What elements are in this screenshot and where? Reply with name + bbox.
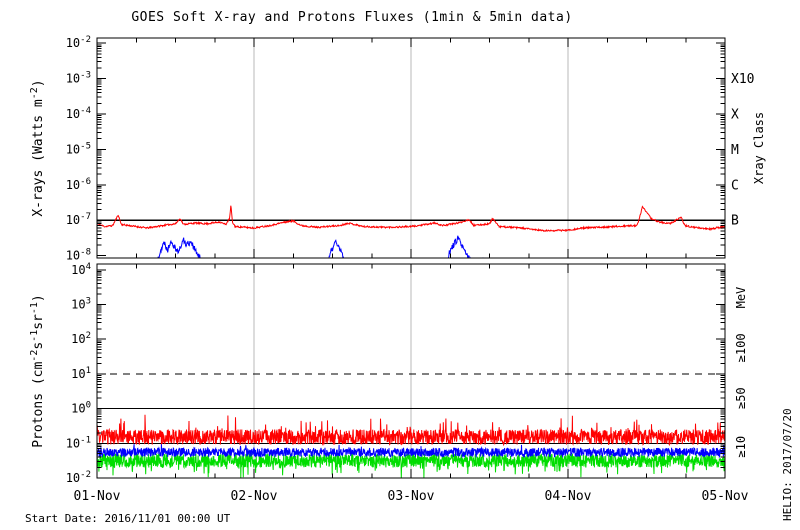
y-tick-exponent: -3: [80, 71, 91, 81]
x-tick-label: 05-Nov: [702, 489, 749, 504]
xray-class-label: M: [731, 143, 739, 158]
y-tick-mantissa: 10: [66, 36, 80, 50]
y-tick-label: 103: [71, 297, 91, 312]
y-ticks: [97, 42, 725, 257]
y-tick-label: 10-7: [66, 212, 91, 227]
ylabel-part: s: [31, 342, 46, 350]
y-tick-exponent: 3: [86, 297, 91, 307]
proton-energy-label: ≥50: [734, 387, 748, 409]
y-tick-exponent: 1: [86, 366, 91, 376]
ylabel-part: ): [31, 79, 46, 87]
y-tick-exponent: -1: [80, 435, 91, 445]
y-tick-mantissa: 10: [66, 249, 80, 263]
proton-energy-label: ≥100: [734, 333, 748, 362]
x-ticks: [96, 264, 726, 478]
y-tick-exponent: -8: [80, 248, 91, 258]
y-tick-label: 104: [71, 262, 91, 277]
y-tick-label: 102: [71, 331, 91, 346]
xray-class-label: X10: [731, 72, 754, 87]
ylabel-part: -1: [29, 330, 40, 342]
y-tick-label: 10-4: [66, 106, 91, 121]
y-tick-label: 10-8: [66, 248, 91, 263]
protons-ge50: [97, 443, 725, 459]
y-tick-mantissa: 10: [66, 178, 80, 192]
chart-title: GOES Soft X-ray and Protons Fluxes (1min…: [131, 10, 572, 25]
y-tick-label: 10-2: [66, 35, 91, 50]
y-tick-label: 10-3: [66, 71, 91, 86]
xray-ylabel: X-rays (Watts m-2): [29, 79, 46, 216]
x-tick-label: 03-Nov: [388, 489, 435, 504]
xray-class-label: X: [731, 108, 739, 123]
x-ticks: [96, 38, 726, 258]
y-tick-exponent: 4: [86, 262, 91, 272]
y-tick-mantissa: 10: [66, 471, 80, 485]
proton-energy-label: MeV: [734, 287, 748, 309]
ylabel-part: sr: [31, 314, 46, 330]
xray-class-label: C: [731, 178, 739, 193]
protons-ge10: [97, 414, 725, 447]
y-tick-mantissa: 10: [66, 107, 80, 121]
y-tick-exponent: -5: [80, 141, 91, 151]
ylabel-part: -2: [29, 350, 40, 362]
x-tick-label: 04-Nov: [545, 489, 592, 504]
y-tick-exponent: -6: [80, 177, 91, 187]
protons-traces: [97, 414, 725, 478]
y-tick-mantissa: 10: [71, 263, 85, 277]
y-tick-mantissa: 10: [71, 402, 85, 416]
y-ticks: [97, 269, 725, 479]
protons-ge100: [97, 452, 725, 478]
ylabel-part: Protons (cm: [31, 362, 46, 448]
y-tick-mantissa: 10: [71, 367, 85, 381]
y-tick-exponent: 0: [86, 401, 91, 411]
y-tick-label: 10-5: [66, 141, 91, 156]
y-tick-label: 10-1: [66, 435, 91, 450]
ylabel-part: X-rays (Watts m: [31, 99, 46, 217]
y-tick-label: 10-6: [66, 177, 91, 192]
right-axis-title: Xray Class: [752, 112, 766, 184]
y-tick-mantissa: 10: [71, 298, 85, 312]
y-tick-label: 10-2: [66, 470, 91, 485]
y-tick-exponent: 2: [86, 331, 91, 341]
plot-root: 10-210-310-410-510-610-710-8X-rays (Watt…: [29, 35, 766, 504]
x-tick-label: 02-Nov: [231, 489, 278, 504]
proton-energy-label: ≥10: [734, 436, 748, 458]
xray-red-trace: [97, 205, 725, 233]
y-tick-exponent: -4: [80, 106, 91, 116]
ylabel-part: -1: [29, 302, 40, 314]
ylabel-part: ): [31, 294, 46, 302]
ylabel-part: -2: [29, 87, 40, 99]
y-tick-mantissa: 10: [66, 213, 80, 227]
xray-traces: [97, 205, 725, 258]
start-date-label: Start Date: 2016/11/01 00:00 UT: [25, 512, 231, 525]
y-tick-exponent: -2: [80, 470, 91, 480]
y-tick-mantissa: 10: [66, 436, 80, 450]
y-tick-label: 101: [71, 366, 91, 381]
y-tick-mantissa: 10: [66, 72, 80, 86]
y-tick-mantissa: 10: [66, 142, 80, 156]
protons-ylabel: Protons (cm-2s-1sr-1): [29, 294, 46, 448]
y-tick-exponent: -7: [80, 212, 91, 222]
xray-panel: 10-210-310-410-510-610-710-8X-rays (Watt…: [29, 35, 766, 263]
credit-watermark: HELIO: 2017/07/20: [781, 408, 794, 521]
y-tick-mantissa: 10: [71, 332, 85, 346]
xray-class-label: B: [731, 214, 739, 229]
y-tick-exponent: -2: [80, 35, 91, 45]
x-tick-labels: 01-Nov 02-Nov 03-Nov 04-Nov 05-Nov: [74, 489, 749, 504]
x-tick-label: 01-Nov: [74, 489, 121, 504]
y-tick-label: 100: [71, 401, 91, 416]
